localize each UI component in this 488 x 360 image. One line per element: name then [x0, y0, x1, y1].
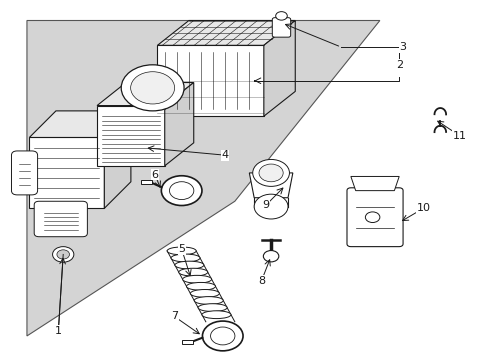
Text: 6: 6 [151, 170, 158, 180]
Text: 8: 8 [257, 276, 264, 286]
Polygon shape [249, 173, 292, 198]
Ellipse shape [179, 268, 207, 276]
FancyBboxPatch shape [182, 339, 192, 344]
Polygon shape [157, 45, 264, 116]
FancyBboxPatch shape [34, 201, 87, 237]
Circle shape [259, 164, 283, 182]
FancyBboxPatch shape [11, 151, 38, 195]
Ellipse shape [167, 247, 196, 255]
Circle shape [161, 176, 202, 206]
Text: 10: 10 [415, 203, 429, 213]
Ellipse shape [194, 297, 223, 305]
Circle shape [169, 182, 193, 199]
Circle shape [202, 321, 243, 351]
Ellipse shape [171, 254, 200, 262]
Polygon shape [164, 82, 193, 166]
Circle shape [365, 212, 379, 222]
FancyBboxPatch shape [346, 188, 402, 247]
FancyBboxPatch shape [141, 180, 151, 184]
Circle shape [53, 247, 74, 262]
Text: 5: 5 [178, 244, 185, 254]
Ellipse shape [182, 275, 211, 283]
Text: 1: 1 [55, 326, 62, 336]
Polygon shape [29, 111, 131, 138]
Ellipse shape [190, 289, 219, 297]
Polygon shape [97, 105, 164, 166]
Text: 9: 9 [262, 200, 269, 210]
Text: 4: 4 [221, 150, 228, 160]
Polygon shape [27, 21, 379, 336]
Polygon shape [104, 111, 131, 208]
Circle shape [263, 251, 278, 262]
Circle shape [254, 194, 287, 219]
Circle shape [252, 159, 289, 186]
Ellipse shape [175, 261, 203, 269]
Circle shape [130, 72, 174, 104]
Polygon shape [350, 176, 398, 191]
Text: 2: 2 [395, 60, 402, 70]
FancyBboxPatch shape [272, 18, 290, 37]
Polygon shape [29, 138, 104, 208]
Text: 3: 3 [398, 42, 406, 52]
Polygon shape [97, 82, 193, 105]
Text: 11: 11 [452, 131, 466, 141]
Circle shape [210, 327, 234, 345]
Text: 7: 7 [170, 311, 178, 321]
Polygon shape [264, 21, 295, 116]
Circle shape [57, 250, 69, 259]
Polygon shape [157, 21, 295, 45]
Circle shape [275, 12, 286, 20]
Circle shape [121, 65, 183, 111]
Ellipse shape [198, 304, 226, 311]
Ellipse shape [186, 283, 215, 290]
Ellipse shape [202, 311, 230, 319]
